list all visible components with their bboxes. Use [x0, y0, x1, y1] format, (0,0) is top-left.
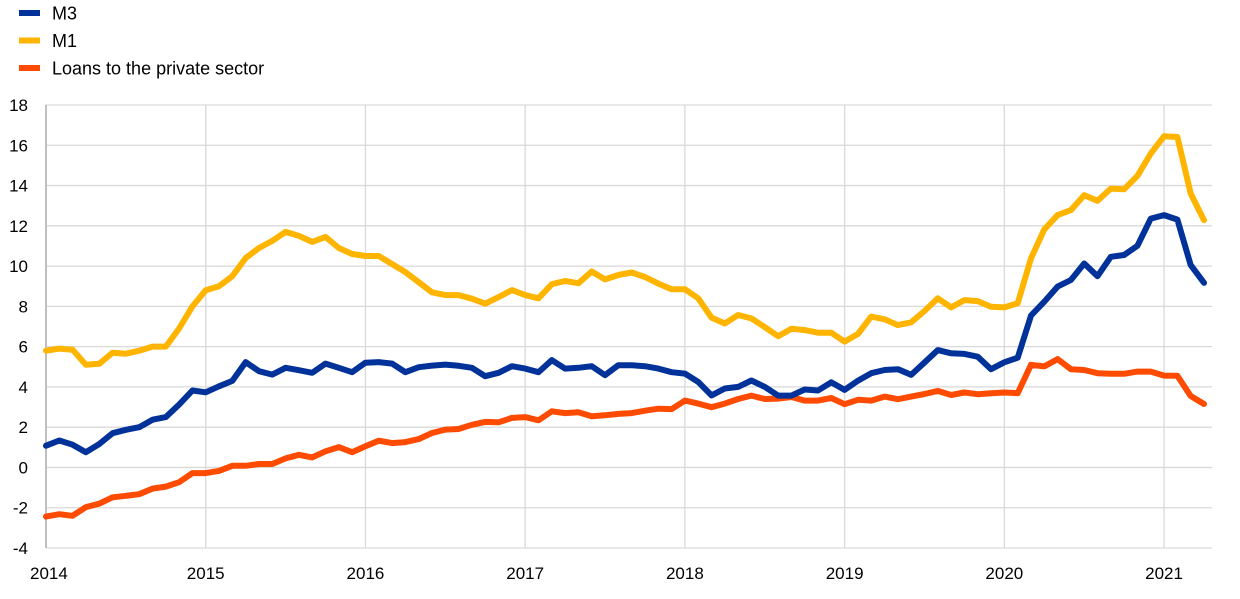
series-line-loans-to-the-private-sector: [43, 356, 1207, 520]
y-tick-label: -4: [13, 539, 28, 558]
legend-label: M3: [52, 4, 77, 24]
y-tick-label: 8: [19, 297, 28, 316]
y-tick-label: 0: [19, 458, 28, 477]
x-tick-label: 2015: [187, 564, 225, 583]
y-tick-label: 4: [19, 378, 28, 397]
x-tick-label: 2014: [30, 564, 68, 583]
x-tick-label: 2017: [506, 564, 544, 583]
series-line-m1: [43, 133, 1207, 368]
x-tick-label: 2021: [1145, 564, 1183, 583]
x-tick-label: 2018: [666, 564, 704, 583]
y-tick-label: 10: [9, 257, 28, 276]
y-axis-ticks: -4 -2 0 2 4 6 8 10 12 14 16 18: [9, 96, 28, 558]
y-tick-label: 16: [9, 136, 28, 155]
y-tick-label: 2: [19, 418, 28, 437]
y-tick-label: 12: [9, 217, 28, 236]
y-tick-label: -2: [13, 499, 28, 518]
legend-label: M1: [52, 31, 77, 51]
x-tick-label: 2019: [826, 564, 864, 583]
y-tick-label: 14: [9, 177, 28, 196]
series-lines: [43, 133, 1207, 520]
legend-label: Loans to the private sector: [52, 59, 264, 79]
y-tick-label: 6: [19, 338, 28, 357]
grid: [45, 104, 1212, 549]
series-line-m3: [43, 212, 1207, 456]
y-tick-label: 18: [9, 96, 28, 115]
legend: M3 M1 Loans to the private sector: [19, 4, 264, 79]
x-tick-label: 2020: [985, 564, 1023, 583]
x-tick-label: 2016: [347, 564, 385, 583]
x-axis-ticks: 2014 2015 2016 2017 2018 2019 2020 2021: [30, 564, 1183, 583]
